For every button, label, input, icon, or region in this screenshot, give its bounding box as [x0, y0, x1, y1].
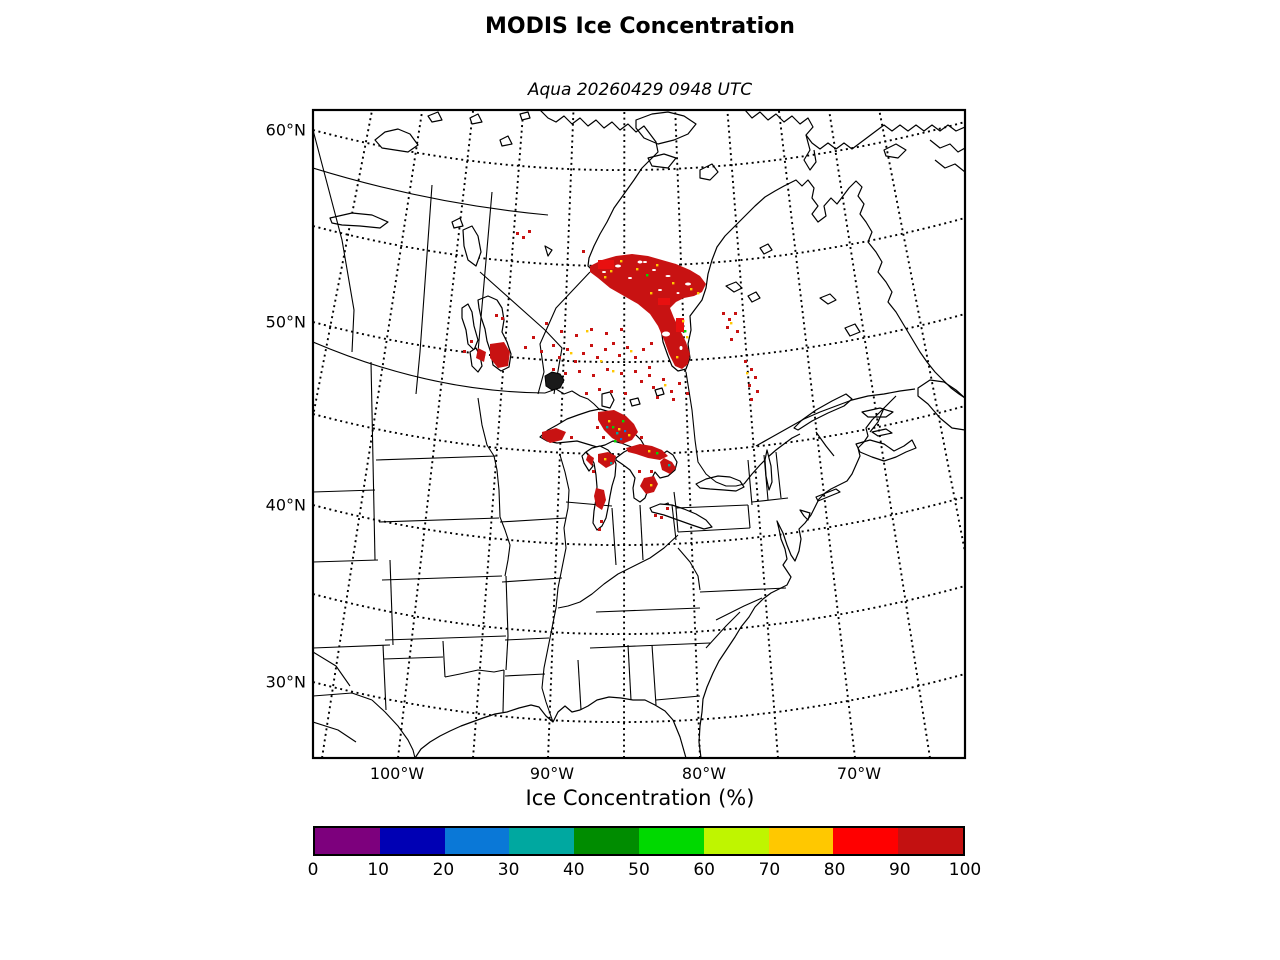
meridian-line [397, 110, 475, 758]
colorbar-label: Ice Concentration (%) [525, 786, 755, 810]
map-frame [311, 108, 967, 760]
colorbar-segment [315, 828, 380, 854]
ohio-river [557, 534, 679, 609]
meridian-line [674, 110, 701, 758]
lake-athabasca [329, 212, 389, 229]
dubawnt-lake [374, 128, 419, 153]
colorbar-tick-label: 60 [693, 860, 716, 880]
lon-tick-label: 80°W [681, 764, 727, 783]
ontario-quebec-border [685, 371, 745, 487]
gulf-coastline [414, 696, 687, 758]
lake-ice-patch [626, 444, 668, 460]
long-island [815, 488, 841, 502]
colorbar-segment [379, 828, 445, 854]
lon-tick-label: 90°W [529, 764, 575, 783]
colorbar-tick-label: 100 [948, 860, 982, 880]
colorbar-tick-label: 70 [758, 860, 781, 880]
parallel-line [313, 313, 965, 363]
lake-ice-patch [586, 454, 594, 466]
akimiski-island [662, 331, 670, 337]
baffin-coastline [744, 110, 965, 150]
colorbar-tick-label: 40 [562, 860, 585, 880]
colorbar-tick-label: 80 [823, 860, 846, 880]
anticosti-island [861, 407, 894, 418]
gaspe-peninsula [793, 393, 853, 431]
colorbar-tick-label: 10 [367, 860, 390, 880]
rio-grande [371, 699, 416, 758]
belcher-islands [725, 281, 743, 293]
lat-tick-label: 30°N [265, 672, 306, 692]
st-lawrence-north-shore [755, 388, 916, 447]
us-canada-border [313, 341, 546, 394]
colorbar-tick-label: 20 [432, 860, 455, 880]
colorbar-segment [638, 828, 704, 854]
southampton-island [635, 111, 697, 145]
lake-champlain [764, 449, 773, 491]
lake-winnipegosis [461, 303, 479, 351]
colorbar-segment [574, 828, 639, 854]
colorbar-tick-label: 50 [628, 860, 650, 880]
meridian-line [313, 110, 374, 422]
colorbar [313, 826, 965, 856]
colorbar-segment [833, 828, 899, 854]
lake-ice-patch [594, 488, 606, 510]
meridian-line [472, 110, 525, 758]
cape-cod [799, 509, 811, 521]
lat-tick-label: 50°N [265, 312, 306, 332]
sixty-north-territorial-border [313, 167, 549, 216]
prince-edward-island [871, 428, 893, 437]
lake-nipigon [601, 391, 615, 409]
meridian-line [828, 110, 931, 758]
lon-tick-label: 70°W [836, 764, 882, 783]
colorbar-segment [703, 828, 769, 854]
figure-title: MODIS Ice Concentration [485, 14, 795, 39]
lon-tick-label: 100°W [369, 764, 425, 783]
inland-lakes [329, 111, 861, 531]
parallel-line [313, 121, 965, 171]
colorbar-tick-label: 90 [888, 860, 911, 880]
political-borders [313, 129, 789, 758]
hudson-bay-ice-patch [590, 254, 706, 369]
lat-tick-label: 40°N [265, 495, 306, 515]
parallel-line [313, 585, 965, 635]
figure-subtitle: Aqua 20260429 0948 UTC [527, 80, 753, 100]
mississippi-river [541, 454, 570, 723]
ice-specks [463, 230, 759, 531]
meridian-line [547, 110, 575, 758]
lake-of-the-woods [544, 371, 565, 391]
reindeer-lake [462, 225, 482, 267]
st-lawrence-river [743, 433, 801, 485]
parallel-line [313, 673, 965, 723]
colorbar-segment [444, 828, 510, 854]
lake-ice-patch [490, 342, 510, 368]
colorbar-segment [509, 828, 575, 854]
lake-michigan [585, 445, 617, 531]
meridian-line [878, 110, 965, 557]
newfoundland [917, 379, 965, 431]
lat-tick-label: 60°N [265, 120, 306, 140]
meridian-line [726, 110, 779, 758]
hudson-bay-coastline [539, 110, 965, 399]
atlantic-coastline [698, 395, 897, 758]
ice-concentration-overlay [463, 230, 759, 531]
lake-ice-patch [640, 476, 658, 494]
colorbar-segment [898, 828, 963, 854]
parallel-line [313, 496, 965, 546]
lake-ice-patch [476, 348, 486, 362]
nova-scotia [855, 439, 917, 462]
colorbar-tick-label: 30 [497, 860, 520, 880]
colorbar-tick-label: 0 [307, 860, 319, 880]
coastlines [414, 110, 965, 758]
lake-ice-patch [542, 428, 566, 443]
colorbar-segment [768, 828, 834, 854]
